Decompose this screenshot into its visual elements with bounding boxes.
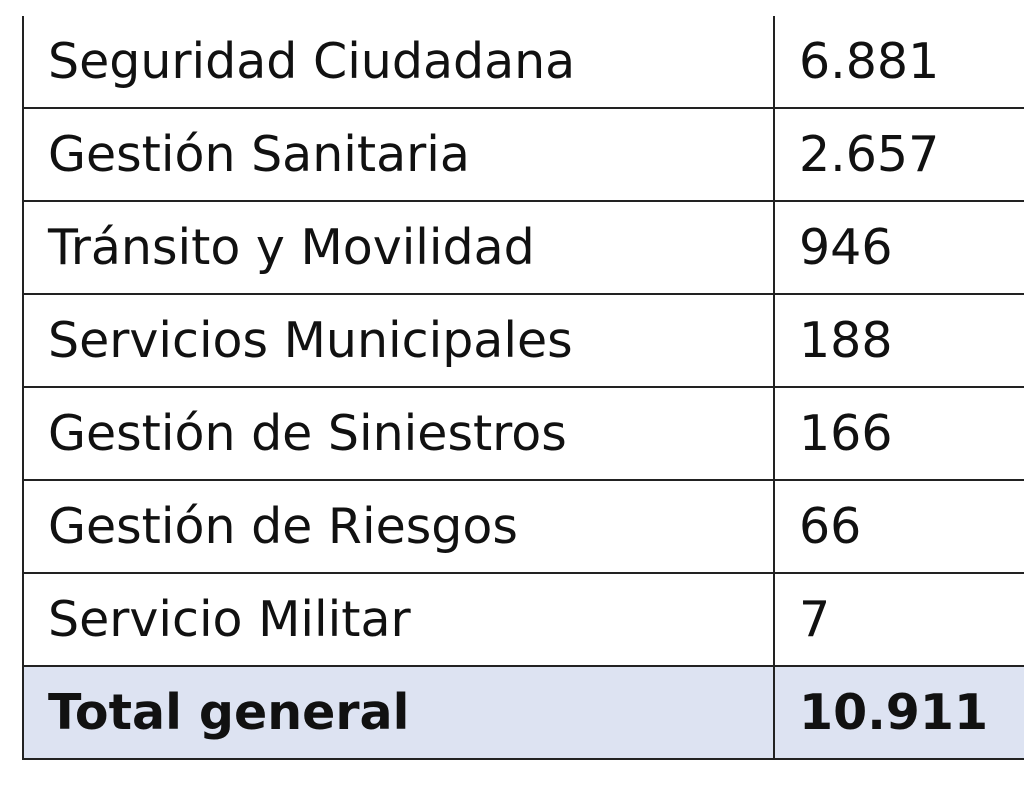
- table-row: Seguridad Ciudadana 6.881: [22, 16, 1024, 109]
- row-label: Servicio Militar: [22, 573, 775, 667]
- row-value: 6.881: [773, 16, 1024, 109]
- row-label: Gestión de Riesgos: [22, 480, 775, 574]
- row-value: 66: [773, 480, 1024, 574]
- total-value: 10.911: [773, 666, 1024, 760]
- row-value: 166: [773, 387, 1024, 481]
- total-label: Total general: [22, 666, 775, 760]
- total-row: Total general 10.911: [22, 666, 1024, 760]
- row-value: 7: [773, 573, 1024, 667]
- summary-table: Seguridad Ciudadana 6.881 Gestión Sanita…: [22, 16, 1024, 760]
- table-row: Gestión de Siniestros 166: [22, 387, 1024, 481]
- table-row: Servicios Municipales 188: [22, 294, 1024, 388]
- row-value: 188: [773, 294, 1024, 388]
- row-label: Tránsito y Movilidad: [22, 201, 775, 295]
- row-value: 2.657: [773, 108, 1024, 202]
- table-row: Servicio Militar 7: [22, 573, 1024, 667]
- row-label: Gestión de Siniestros: [22, 387, 775, 481]
- row-label: Servicios Municipales: [22, 294, 775, 388]
- row-value: 946: [773, 201, 1024, 295]
- summary-table-container: Seguridad Ciudadana 6.881 Gestión Sanita…: [22, 16, 1024, 760]
- table-row: Tránsito y Movilidad 946: [22, 201, 1024, 295]
- row-label: Gestión Sanitaria: [22, 108, 775, 202]
- table-row: Gestión de Riesgos 66: [22, 480, 1024, 574]
- table-row: Gestión Sanitaria 2.657: [22, 108, 1024, 202]
- row-label: Seguridad Ciudadana: [22, 16, 775, 109]
